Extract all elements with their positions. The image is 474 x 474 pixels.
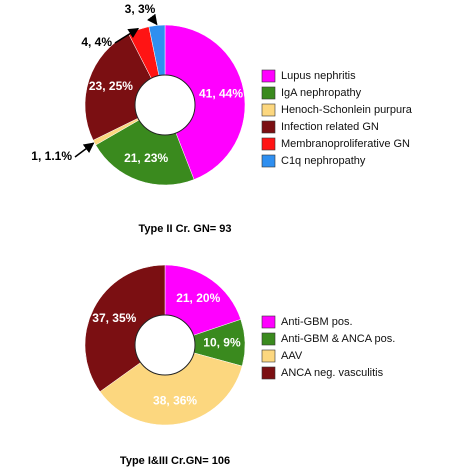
legend-swatch [261, 349, 276, 363]
legend-label: Anti-GBM pos. [281, 316, 353, 328]
value-label: 21, 20% [176, 291, 220, 305]
label-arrow [74, 142, 95, 158]
label-arrow [146, 13, 158, 26]
value-label: 3, 3% [125, 2, 156, 16]
legend-label: Henoch-Schonlein purpura [281, 104, 413, 116]
legend-label: Lupus nephritis [281, 70, 356, 82]
legend-swatch [261, 103, 276, 117]
value-label: 23, 25% [89, 79, 133, 93]
legend-label: Anti-GBM & ANCA pos. [281, 333, 395, 345]
legend-swatch [261, 315, 276, 329]
value-label: 38, 36% [153, 393, 197, 407]
legend-swatch [261, 154, 276, 168]
legend-swatch [261, 120, 276, 134]
legend-label: C1q nephropathy [281, 155, 366, 167]
legend-swatch [261, 332, 276, 346]
legend-label: AAV [281, 350, 303, 362]
donut-hole [134, 74, 196, 136]
legend-swatch [261, 86, 276, 100]
value-label: 4, 4% [81, 35, 112, 49]
legend-label: ANCA neg. vasculitis [281, 367, 384, 379]
value-label: 10, 9% [203, 335, 241, 349]
value-label: 37, 35% [92, 311, 136, 325]
legend-swatch [261, 366, 276, 380]
chart-title: Type II Cr. GN= 93 [138, 223, 231, 235]
legend-swatch [261, 137, 276, 151]
label-arrow [114, 27, 140, 44]
legend-label: Infection related GN [281, 121, 379, 133]
value-label: 41, 44% [199, 87, 243, 101]
value-label: 1, 1.1% [31, 149, 72, 163]
chart-title: Type I&III Cr.GN= 106 [120, 455, 230, 467]
value-label: 21, 23% [124, 151, 168, 165]
legend-swatch [261, 69, 276, 83]
legend-label: IgA nephropathy [281, 87, 362, 99]
legend-label: Membranoproliferative GN [281, 138, 410, 150]
donut-hole [134, 314, 196, 376]
